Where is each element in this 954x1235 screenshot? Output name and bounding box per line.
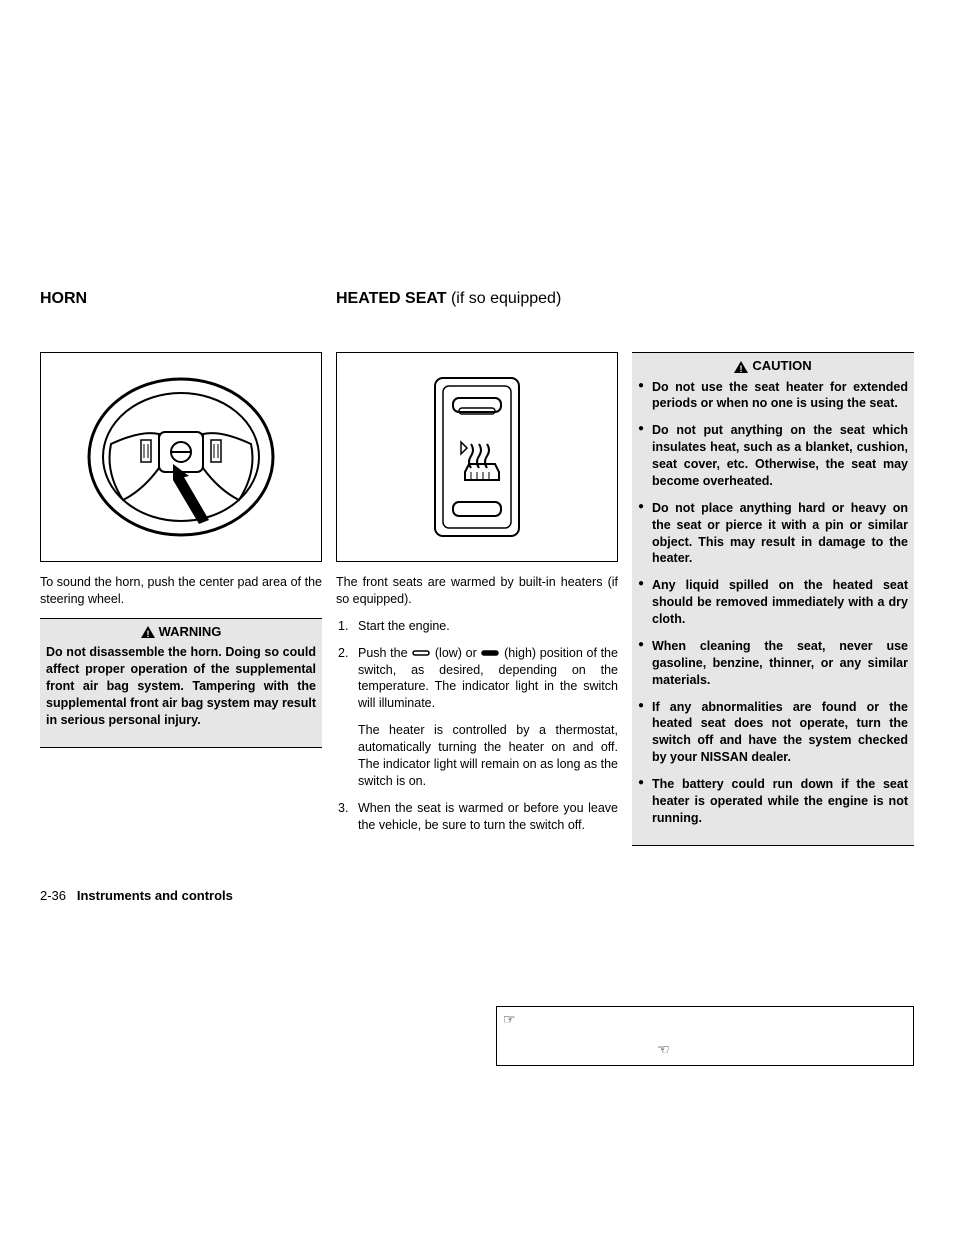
column-1: To sound the horn, push the center pad a… — [40, 352, 322, 846]
step-2-sub: The heater is controlled by a thermostat… — [358, 722, 618, 790]
warning-body: Do not disassemble the horn. Doing so co… — [46, 644, 316, 728]
caution-item: Do not place anything hard or heavy on t… — [638, 500, 908, 568]
warning-label: WARNING — [159, 624, 222, 639]
caution-item: If any abnormalities are found or the he… — [638, 699, 908, 767]
horn-body-text: To sound the horn, push the center pad a… — [40, 574, 322, 608]
svg-text:!: ! — [740, 364, 743, 373]
horn-title: HORN — [40, 290, 87, 307]
caution-item: When cleaning the seat, never use gasoli… — [638, 638, 908, 689]
hint-box: ☞ ☞ — [496, 1006, 914, 1066]
header-horn: HORN — [40, 290, 336, 308]
caution-item: Any liquid spilled on the heated seat sh… — [638, 577, 908, 628]
caution-triangle-icon: ! — [734, 361, 748, 373]
header-heated-seat: HEATED SEAT (if so equipped) — [336, 290, 632, 308]
step-1: Start the engine. — [336, 618, 618, 635]
steering-wheel-icon — [81, 372, 281, 542]
header-row: HORN HEATED SEAT (if so equipped) — [40, 290, 914, 308]
heated-seat-subtitle: (if so equipped) — [447, 290, 562, 307]
steps-list: Start the engine. Push the (low) or (hig… — [336, 618, 618, 834]
warning-triangle-icon: ! — [141, 626, 155, 638]
caution-label: CAUTION — [752, 358, 811, 373]
page-content: HORN HEATED SEAT (if so equipped) — [40, 290, 914, 846]
step-3: When the seat is warmed or before you le… — [336, 800, 618, 834]
warning-title: ! WARNING — [46, 623, 316, 641]
heated-seat-title: HEATED SEAT — [336, 290, 447, 307]
caution-callout: ! CAUTION Do not use the seat heater for … — [632, 352, 914, 846]
caution-list: Do not use the seat heater for extended … — [638, 379, 908, 827]
step-2b: (low) or — [435, 646, 481, 660]
caution-title: ! CAUTION — [638, 357, 908, 375]
figure-steering-wheel — [40, 352, 322, 562]
switch-low-icon — [411, 649, 431, 657]
columns: To sound the horn, push the center pad a… — [40, 352, 914, 846]
svg-text:!: ! — [146, 629, 149, 638]
section-name: Instruments and controls — [77, 888, 233, 903]
caution-item: The battery could run down if the seat h… — [638, 776, 908, 827]
hand-left-icon: ☞ — [657, 1041, 670, 1058]
page-number: 2-36 — [40, 888, 66, 903]
step-2a: Push the — [358, 646, 411, 660]
page-footer: 2-36 Instruments and controls — [40, 888, 233, 903]
warning-callout: ! WARNING Do not disassemble the horn. Do… — [40, 618, 322, 748]
caution-item: Do not use the seat heater for extended … — [638, 379, 908, 413]
switch-high-icon — [480, 649, 500, 657]
column-3: ! CAUTION Do not use the seat heater for … — [632, 352, 914, 846]
step-2: Push the (low) or (high) position of the… — [336, 645, 618, 790]
column-2: The front seats are warmed by built-in h… — [336, 352, 618, 846]
hand-right-icon: ☞ — [503, 1011, 516, 1028]
heated-seat-intro: The front seats are warmed by built-in h… — [336, 574, 618, 608]
figure-seat-switch — [336, 352, 618, 562]
caution-item: Do not put anything on the seat which in… — [638, 422, 908, 490]
seat-switch-icon — [417, 372, 537, 542]
